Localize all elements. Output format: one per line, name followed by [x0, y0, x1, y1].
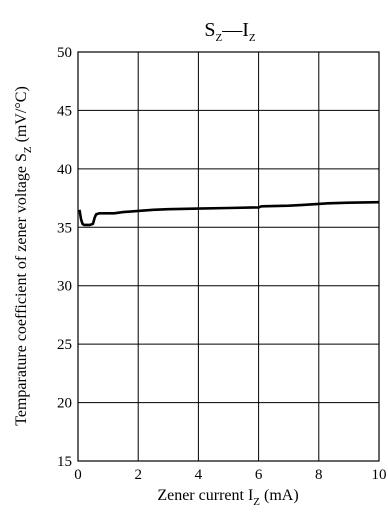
- x-tick-label: 6: [255, 467, 263, 483]
- x-tick-label: 8: [315, 467, 323, 483]
- y-tick-label: 30: [57, 279, 72, 295]
- y-tick-label: 25: [57, 337, 72, 353]
- y-tick-label: 50: [57, 45, 72, 61]
- series-line: [78, 200, 380, 227]
- series-group: [78, 200, 380, 227]
- y-tick-labels: 15 20 25 30 35 40 45 50: [57, 45, 72, 470]
- x-axis-label: Zener current IZ (mA): [157, 487, 298, 508]
- y-tick-label: 40: [57, 162, 72, 178]
- x-tick-label: 0: [74, 467, 82, 483]
- y-tick-label: 35: [57, 220, 72, 236]
- y-tick-label: 45: [57, 103, 72, 119]
- x-tick-label: 10: [372, 467, 387, 483]
- y-axis-label: Temparature coefficient of zener voltage…: [13, 86, 34, 426]
- x-tick-labels: 0 2 4 6 8 10: [74, 467, 386, 483]
- y-tick-label: 15: [57, 454, 72, 470]
- x-tick-label: 2: [134, 467, 142, 483]
- plot-frame: [77, 51, 380, 462]
- x-tick-label: 4: [195, 467, 203, 483]
- chart-title: SZ—IZ: [204, 19, 256, 44]
- grid: [77, 51, 380, 462]
- y-tick-label: 20: [57, 396, 72, 412]
